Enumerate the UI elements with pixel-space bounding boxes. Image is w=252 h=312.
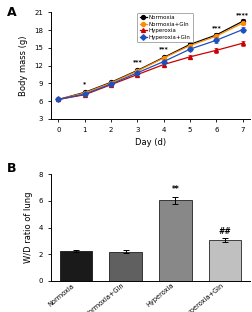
Text: A: A [7,6,16,19]
Text: **: ** [171,185,179,194]
Text: *: * [83,81,86,86]
Y-axis label: Body mass (g): Body mass (g) [19,36,28,96]
Text: ***: *** [211,25,220,30]
Bar [59,251,92,281]
Bar [109,251,141,281]
Text: ***: *** [158,46,168,51]
Text: ##: ## [218,227,231,236]
Text: ***: *** [132,60,142,65]
Y-axis label: W/D ratio of lung: W/D ratio of lung [24,192,33,263]
Text: ****: **** [235,12,248,17]
Legend: Normoxia, Normoxia+Gln, Hyperoxia, Hyperoxia+Gln: Normoxia, Normoxia+Gln, Hyperoxia, Hyper… [137,13,192,42]
Text: ***: *** [184,34,194,39]
Bar [159,200,191,281]
Bar [208,240,240,281]
X-axis label: Day (d): Day (d) [134,138,166,147]
Text: B: B [7,162,16,174]
